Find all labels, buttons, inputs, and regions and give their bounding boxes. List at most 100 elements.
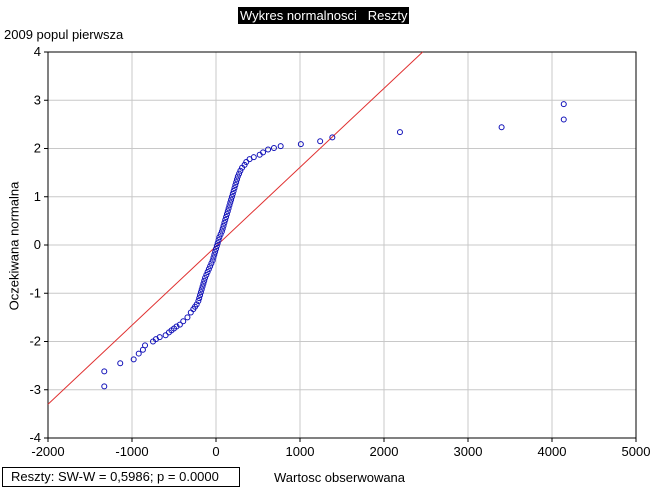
x-tick-label: -1000 (115, 444, 148, 459)
data-point (498, 124, 505, 131)
data-point (297, 141, 304, 148)
y-tick-label: 1 (34, 189, 41, 204)
data-point (135, 350, 142, 357)
data-point (130, 356, 137, 363)
data-point (214, 240, 221, 247)
data-point (270, 145, 277, 152)
stats-box: Reszty: SW-W = 0,5986; p = 0.0000 (2, 467, 240, 487)
y-tick-label: -3 (29, 382, 41, 397)
data-point (228, 193, 235, 200)
data-point (234, 173, 241, 180)
y-tick-label: 0 (34, 237, 41, 252)
data-point (223, 214, 230, 221)
data-point (211, 251, 218, 258)
y-tick-label: 2 (34, 141, 41, 156)
data-point (329, 134, 336, 141)
data-point (213, 242, 220, 249)
data-point (204, 269, 211, 276)
data-point (199, 283, 206, 290)
data-point (162, 332, 169, 339)
data-point (396, 129, 403, 136)
y-tick-label: -1 (29, 285, 41, 300)
data-point (196, 295, 203, 302)
chart-subtitle: 2009 popul pierwsza (4, 27, 124, 42)
axis-ticks: -2000 -1000 0 1000 2000 3000 4000 5000 4 3 2 1 0 -1 -2… (29, 44, 650, 459)
reference-line (47, 51, 423, 405)
y-tick-label: -4 (29, 430, 41, 445)
x-tick-label: 2000 (370, 444, 399, 459)
data-point (213, 245, 219, 252)
data-point (180, 318, 187, 325)
data-point (195, 297, 202, 304)
data-point (156, 334, 163, 341)
data-point (202, 274, 209, 281)
data-point (176, 321, 183, 328)
data-point (226, 202, 233, 209)
data-point (234, 176, 240, 183)
data-point (212, 248, 219, 255)
data-point (101, 383, 108, 390)
data-point (231, 185, 238, 192)
x-axis-label: Wartosc obserwowana (274, 470, 406, 485)
x-tick-label: 1000 (286, 444, 315, 459)
data-point (225, 205, 232, 212)
data-point (228, 196, 235, 203)
data-point (215, 237, 222, 244)
data-point (243, 159, 250, 166)
data-point (216, 234, 223, 241)
x-tick-label: 5000 (622, 444, 651, 459)
data-point (197, 289, 204, 296)
data-point (233, 179, 240, 186)
data-point (198, 286, 205, 293)
data-point (224, 208, 231, 215)
y-tick-label: 4 (34, 44, 41, 59)
x-tick-label: 0 (212, 444, 219, 459)
data-point (218, 228, 225, 235)
grid-lines (48, 52, 636, 438)
y-axis-label: Oczekiwana normalna (6, 181, 22, 311)
data-point (277, 143, 284, 150)
data-point (236, 170, 243, 177)
data-point (560, 101, 567, 108)
data-point (317, 138, 324, 145)
data-point (201, 277, 208, 284)
x-tick-label: -2000 (31, 444, 64, 459)
data-point (230, 187, 237, 194)
data-point (197, 292, 204, 299)
data-point (560, 116, 567, 123)
data-point (205, 266, 212, 273)
data-point (101, 368, 108, 375)
data-point (209, 257, 216, 264)
y-tick-label: -2 (29, 334, 41, 349)
data-point (265, 146, 272, 153)
reference-line-group (47, 51, 423, 405)
data-point (221, 219, 228, 226)
data-point (222, 216, 229, 223)
data-point (210, 254, 217, 261)
x-tick-label: 3000 (454, 444, 483, 459)
y-tick-label: 3 (34, 92, 41, 107)
data-point (208, 260, 215, 267)
data-point (219, 225, 226, 232)
data-point (193, 301, 200, 308)
data-point (142, 342, 149, 349)
data-point (203, 271, 210, 278)
data-point (184, 314, 191, 321)
x-tick-label: 4000 (538, 444, 567, 459)
data-point (241, 161, 248, 168)
data-point (220, 222, 227, 229)
chart-title: Wykres normalnosci Reszty (238, 7, 410, 24)
data-point (117, 360, 124, 367)
data-point (200, 280, 207, 287)
data-point (217, 231, 224, 238)
data-point (232, 182, 239, 189)
data-point (207, 263, 214, 270)
data-points (101, 101, 567, 390)
data-point (227, 199, 234, 206)
data-point (229, 190, 236, 197)
data-point (223, 211, 230, 218)
data-point (237, 167, 244, 174)
data-point (260, 149, 267, 156)
data-point (250, 154, 257, 161)
